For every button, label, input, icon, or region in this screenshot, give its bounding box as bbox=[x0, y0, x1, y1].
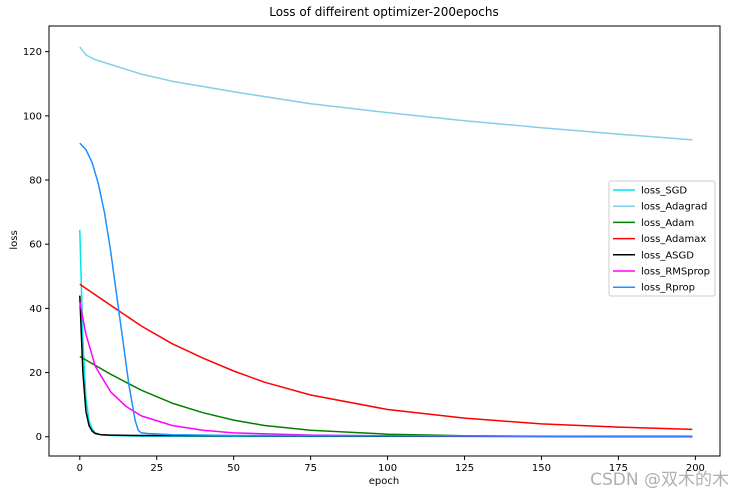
series-line-loss-rmsprop bbox=[79, 301, 693, 438]
x-tick-label: 125 bbox=[455, 463, 474, 474]
x-tick-label: 75 bbox=[304, 463, 317, 474]
series-line-loss-adamax bbox=[79, 283, 693, 431]
x-tick-label: 25 bbox=[150, 463, 163, 474]
axes-group: 0 25 50 75 100 125 150 175 200 0 20 40 60 80 100 120 bbox=[23, 47, 705, 474]
y-tick-label: 40 bbox=[29, 304, 42, 315]
series-line-loss-adagrad bbox=[79, 46, 693, 141]
x-tick-label: 150 bbox=[532, 463, 551, 474]
legend-entry-label: loss_Adam bbox=[641, 218, 694, 229]
x-tick-label: 100 bbox=[378, 463, 397, 474]
x-axis-label: epoch bbox=[369, 476, 399, 487]
x-tick-label: 50 bbox=[227, 463, 240, 474]
y-tick-label: 80 bbox=[29, 176, 42, 187]
y-tick-label: 100 bbox=[23, 111, 42, 122]
x-tick-label: 0 bbox=[77, 463, 83, 474]
legend: loss_SGD loss_Adagrad loss_Adam loss_Adamax… bbox=[608, 180, 716, 297]
plot-frame bbox=[48, 25, 721, 457]
legend-entry-label: loss_ASGD bbox=[641, 250, 694, 261]
y-tick-label: 120 bbox=[23, 47, 42, 58]
series-line-loss-asgd bbox=[79, 295, 693, 438]
series-line-loss-sgd bbox=[79, 229, 693, 438]
legend-entry-label: loss_SGD bbox=[641, 186, 687, 197]
plot-border bbox=[48, 25, 721, 457]
y-tick-label: 20 bbox=[29, 368, 42, 379]
x-tick-label: 200 bbox=[686, 463, 705, 474]
legend-box bbox=[608, 180, 716, 297]
y-tick-label: 60 bbox=[29, 240, 42, 251]
legend-entry-label: loss_Adamax bbox=[641, 234, 706, 245]
series-group bbox=[79, 46, 693, 438]
legend-entry-label: loss_RMSprop bbox=[641, 267, 710, 278]
series-line-loss-rprop bbox=[79, 142, 693, 437]
x-tick-label: 175 bbox=[609, 463, 628, 474]
legend-entry-label: loss_Adagrad bbox=[641, 202, 707, 213]
y-tick-label: 0 bbox=[36, 432, 42, 443]
legend-entry-label: loss_Rprop bbox=[641, 283, 695, 294]
chart-title: Loss of diffeirent optimizer-200epochs bbox=[269, 5, 499, 19]
watermark: CSDN @双木的木 bbox=[590, 470, 729, 490]
y-axis-label: loss bbox=[9, 230, 20, 249]
